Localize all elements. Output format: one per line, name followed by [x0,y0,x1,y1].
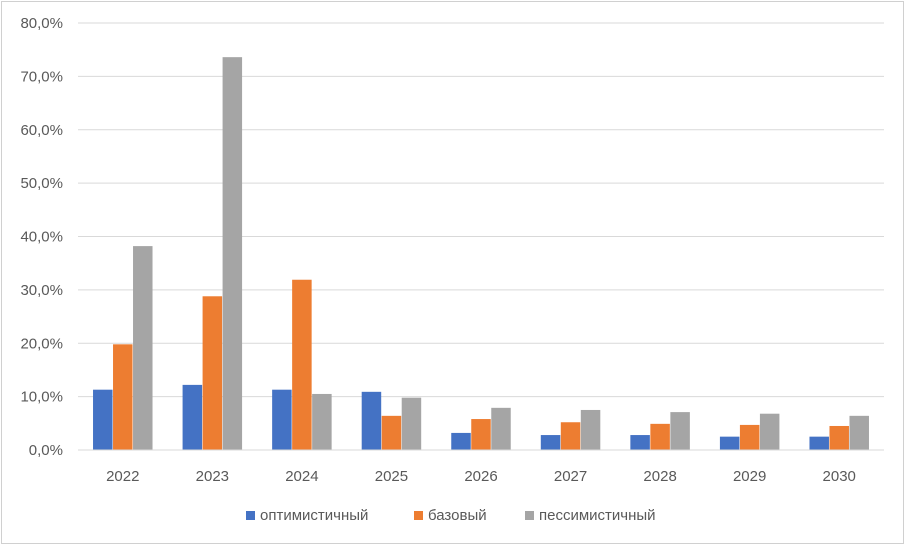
x-axis: 2022 2023 2024 2025 2026 2027 2028 2029 2030 [106,468,856,485]
bar-2-2023 [202,296,223,450]
legend-item: базовый [414,507,487,524]
y-tick-label: 0,0% [29,442,63,459]
x-tick-label: 2025 [375,468,408,485]
gridlines [78,22,884,398]
bar-3-2030 [849,415,869,450]
bar-3-2028 [670,412,690,450]
bar-1-2030 [809,436,829,450]
x-tick-label: 2022 [106,468,139,485]
legend-swatch [525,511,534,520]
legend-label: оптимистичный [260,507,368,524]
bar-3-2027 [580,409,601,450]
x-tick-label: 2023 [196,468,229,485]
legend-item: пессимистичный [525,507,656,524]
y-tick-label: 50,0% [20,175,63,192]
bar-2-2025 [381,415,402,450]
bar-1-2022 [93,389,113,450]
x-tick-label: 2026 [464,468,497,485]
legend-item: оптимистичный [246,507,368,524]
legend: оптимистичный базовый пессимистичный [246,507,656,524]
bars [93,57,869,450]
bar-1-2028 [630,435,650,450]
bar-3-2029 [759,413,780,450]
bar-1-2029 [719,436,740,450]
bar-3-2026 [491,407,511,450]
legend-label: базовый [428,507,487,524]
bar-2-2029 [739,424,760,450]
bar-1-2027 [540,435,561,450]
legend-label: пессимистичный [539,507,656,524]
y-tick-label: 30,0% [20,282,63,299]
x-tick-label: 2028 [643,468,676,485]
y-tick-label: 70,0% [20,68,63,85]
bar-1-2023 [182,384,203,450]
bar-3-2023 [222,57,243,450]
bar-3-2024 [312,393,332,450]
y-tick-label: 40,0% [20,229,63,246]
x-tick-label: 2024 [285,468,318,485]
bar-2-2024 [292,279,312,450]
y-tick-label: 60,0% [20,122,63,139]
bar-3-2022 [133,246,153,450]
x-tick-label: 2029 [733,468,766,485]
legend-swatch [246,511,255,520]
x-tick-label: 2027 [554,468,587,485]
y-tick-label: 80,0% [20,15,63,32]
bar-2-2022 [113,344,133,450]
bar-2-2030 [829,425,849,450]
x-tick-label: 2030 [823,468,856,485]
legend-swatch [414,511,423,520]
bar-2-2028 [650,423,670,450]
bar-1-2025 [361,391,382,450]
y-tick-label: 10,0% [20,389,63,406]
bar-2-2027 [560,422,581,450]
bar-2-2026 [471,419,491,450]
bar-1-2024 [272,389,292,450]
bar-1-2026 [451,432,471,450]
y-axis: 0,0% 10,0% 20,0% 30,0% 40,0% 50,0% 60,0% 70,0% 8… [20,15,63,459]
bar-3-2025 [401,397,422,450]
y-tick-label: 20,0% [20,335,63,352]
